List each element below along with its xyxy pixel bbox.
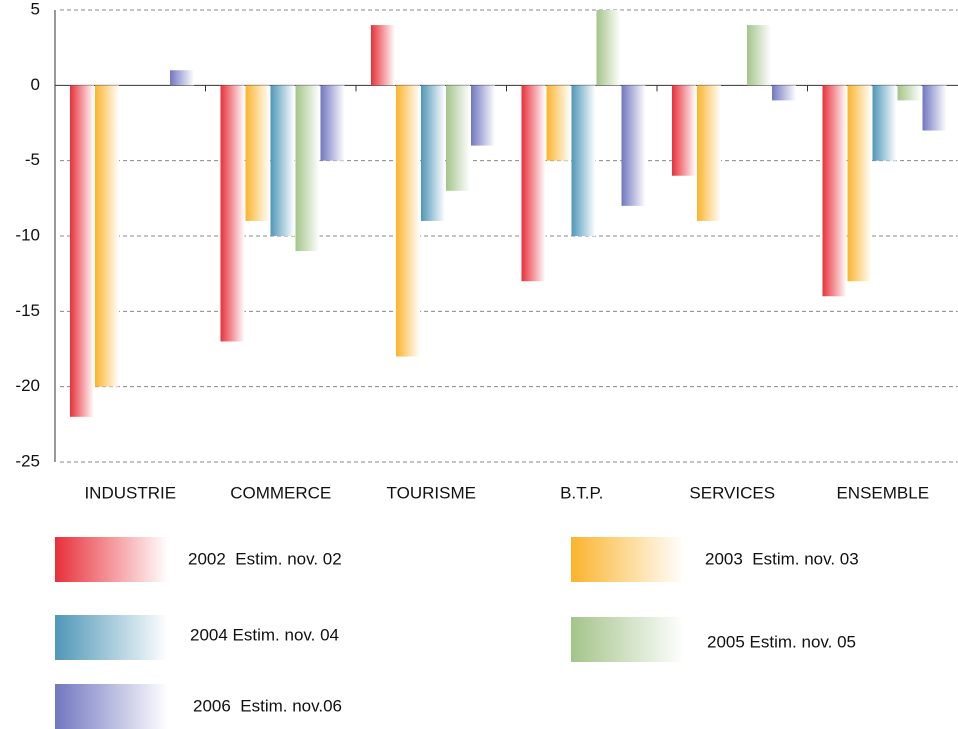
bar [220,85,245,342]
bar [471,85,495,146]
y-tick-label: -25 [15,451,40,470]
legend-label: 2003 Estim. nov. 03 [705,549,859,568]
bar [672,85,696,176]
bar [70,85,94,417]
bar [546,85,571,161]
bar [245,85,270,221]
x-tick-label: B.T.P. [560,483,603,502]
y-tick-label: -10 [15,225,40,244]
legend-swatch [55,537,168,582]
legend-label: 2004 Estim. nov. 04 [190,625,339,644]
bar [872,85,897,161]
bar [596,10,621,86]
x-tick-label: ENSEMBLE [836,483,929,502]
bar [95,85,119,387]
y-tick-label: -5 [25,150,40,169]
bar [446,85,470,191]
bar [847,85,872,282]
legend-swatch [571,617,684,662]
y-tick-label: -15 [15,301,40,320]
y-tick-label: -20 [15,376,40,395]
legend-label: 2006 Estim. nov.06 [193,696,342,715]
bar [396,85,420,357]
legend-swatch [571,537,684,582]
bar [270,85,295,236]
legend-label: 2005 Estim. nov. 05 [707,632,856,651]
bar [320,85,345,161]
bar [897,85,922,101]
bar [772,85,796,101]
legend-swatch [55,615,168,660]
x-tick-label: TOURISME [387,483,476,502]
legend-label: 2002 Estim. nov. 02 [188,549,342,568]
y-tick-label: 5 [31,0,40,18]
bar [922,85,947,131]
bar [747,25,771,86]
legend-swatch [55,684,168,729]
bar [521,85,546,282]
x-tick-label: SERVICES [689,483,775,502]
bar [697,85,721,221]
bar [371,25,395,86]
x-tick-label: INDUSTRIE [84,483,176,502]
bar [822,85,847,297]
y-tick-label: 0 [31,75,40,94]
bar [421,85,445,221]
bar [621,85,646,206]
bar [571,85,596,236]
bar [170,70,194,86]
x-tick-label: COMMERCE [230,483,331,502]
bar [295,85,320,252]
